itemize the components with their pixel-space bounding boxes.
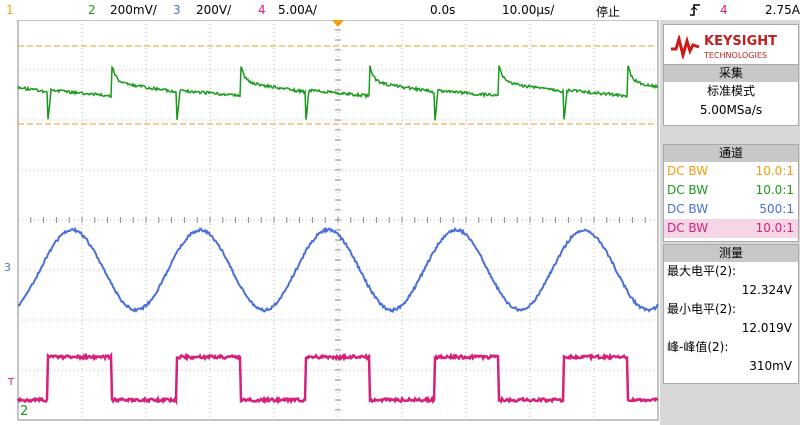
acquisition-box[interactable]: 采集 标准模式 5.00MSa/s — [663, 64, 799, 126]
ch3-label[interactable]: 3 — [173, 3, 181, 17]
channel-coupling: DC BW — [667, 162, 708, 181]
channel-probe: 10.0:1 — [756, 181, 794, 200]
ch4-scale: 5.00A/ — [278, 3, 317, 17]
channel-coupling: DC BW — [667, 200, 708, 219]
time-offset: 0.0s — [430, 3, 455, 17]
run-status[interactable]: 停止 — [596, 3, 620, 20]
side-panel: KEYSIGHT TECHNOLOGIES 采集 标准模式 5.00MSa/s … — [660, 20, 800, 425]
channel-coupling: DC BW — [667, 181, 708, 200]
trigger-icon — [688, 3, 702, 17]
brand-sub: TECHNOLOGIES — [704, 51, 767, 60]
trigger-level: 2.75A — [765, 3, 800, 17]
measurement-label: 最小电平(2): — [667, 300, 736, 319]
trigger-marker: T — [7, 377, 15, 388]
ch2-marker: 2 — [20, 404, 28, 419]
measurement-value: 12.324V — [742, 281, 792, 300]
ch4-label[interactable]: 4 — [258, 3, 266, 17]
ch1-label[interactable]: 1 — [6, 3, 14, 17]
measurement-label: 最大电平(2): — [667, 262, 736, 281]
measurement-label-row: 最小电平(2): — [664, 300, 798, 319]
time-scale: 10.00µs/ — [502, 3, 554, 17]
brand-logo — [670, 35, 700, 59]
ch2-scale: 200mV/ — [110, 3, 157, 17]
measurement-value-row: 310mV — [664, 357, 798, 376]
screen: 3 T 2 — [0, 20, 660, 425]
channel-coupling: DC BW — [667, 219, 708, 238]
acquisition-title: 采集 — [664, 65, 798, 82]
channel-row[interactable]: DC BW 10.0:1 — [664, 181, 798, 200]
channel-row[interactable]: DC BW 10.0:1 — [664, 162, 798, 181]
trigger-source: 4 — [720, 3, 728, 17]
channel-row[interactable]: DC BW 10.0:1 — [664, 219, 798, 238]
brand-name: KEYSIGHT — [704, 34, 777, 49]
channel-probe: 500:1 — [759, 200, 794, 219]
measurements-title: 测量 — [664, 245, 798, 262]
channel-probe: 10.0:1 — [756, 219, 794, 238]
measurement-label-row: 峰-峰值(2): — [664, 338, 798, 357]
channels-title: 通道 — [664, 145, 798, 162]
ch3-scale: 200V/ — [196, 3, 231, 17]
sample-rate: 5.00MSa/s — [664, 101, 798, 120]
channels-box[interactable]: 通道 DC BW 10.0:1 DC BW 10.0:1 DC BW 500:1 DC BW… — [663, 144, 799, 242]
measurement-value-row: 12.019V — [664, 319, 798, 338]
acquisition-mode: 标准模式 — [664, 82, 798, 101]
measurement-value-row: 12.324V — [664, 281, 798, 300]
channel-probe: 10.0:1 — [756, 162, 794, 181]
measurement-value: 12.019V — [742, 319, 792, 338]
measurements-box[interactable]: 测量 最大电平(2): 12.324V 最小电平(2): 12.019V 峰-峰值(2)… — [663, 244, 799, 384]
measurement-value: 310mV — [749, 357, 792, 376]
measurement-label-row: 最大电平(2): — [664, 262, 798, 281]
measurement-label: 峰-峰值(2): — [667, 338, 728, 357]
page: 1 2 200mV/ 3 200V/ 4 5.00A/ 0.0s 10.00µs… — [0, 0, 800, 425]
top-bar: 1 2 200mV/ 3 200V/ 4 5.00A/ 0.0s 10.00µs… — [0, 0, 800, 20]
channel-row[interactable]: DC BW 500:1 — [664, 200, 798, 219]
ch2-label[interactable]: 2 — [88, 3, 96, 17]
ch3-marker: 3 — [4, 261, 11, 274]
